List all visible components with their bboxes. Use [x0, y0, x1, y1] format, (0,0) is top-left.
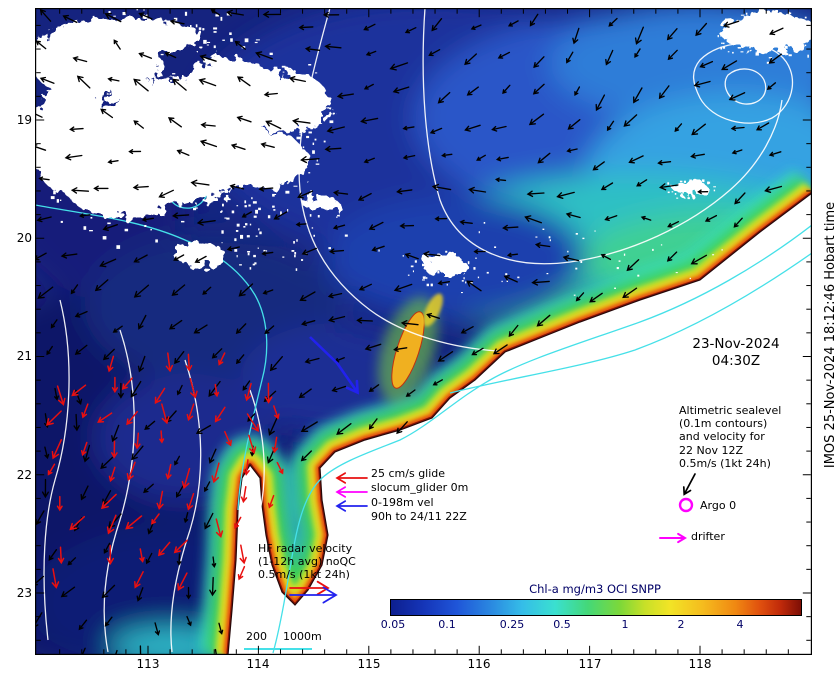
x-axis-label: 115 [357, 657, 381, 671]
glider-legend: 25 cm/s glide slocum_glider 0m 0-198m ve… [371, 467, 468, 524]
isobath-legend: 200 1000m [246, 630, 338, 643]
colorbar-gradient [390, 599, 802, 616]
imos-credit-vertical: IMOS 25-Nov-2024 18:12:46 Hobart time [823, 201, 838, 469]
glider-legend-line: 0-198m vel [371, 495, 434, 509]
x-axis-label: 113 [136, 657, 160, 671]
x-axis-label: 117 [578, 657, 602, 671]
altimetry-legend: Altimetric sealevel (0.1m contours) and … [679, 404, 781, 470]
map-canvas [35, 8, 812, 655]
isobath-contours [35, 159, 812, 654]
altimetry-legend-line: and velocity for [679, 430, 765, 444]
colorbar-tick: 4 [736, 618, 744, 631]
y-axis-label: 23 [16, 586, 32, 600]
timestamp-time: 04:30Z [711, 353, 761, 369]
altimetry-legend-line: 0.5m/s (1kt 24h) [679, 456, 771, 470]
isobath-1000-label: 1000m [283, 630, 322, 643]
altimetric-velocity-vectors [35, 8, 784, 655]
y-axis-label: 21 [16, 349, 32, 363]
y-axis-label: 20 [16, 231, 32, 245]
colorbar-tick: 1 [621, 618, 629, 631]
altimetry-legend-line: (0.1m contours) [679, 417, 768, 431]
hf-radar-legend-line: (1-12h avg) noQC [258, 555, 356, 569]
colorbar-tick: 0.05 [380, 618, 406, 631]
y-axis-label: 22 [16, 468, 32, 482]
altimetry-legend-line: 22 Nov 12Z [679, 443, 743, 457]
glider-legend-line: 25 cm/s glide [371, 467, 446, 480]
colorbar-tick: 2 [677, 618, 685, 631]
colorbar-tick: 0.25 [499, 618, 525, 631]
hf-radar-velocity-vectors [45, 352, 284, 591]
drifter-legend-label: drifter [691, 530, 725, 543]
glider-legend-line: slocum_glider 0m [371, 481, 469, 495]
sealevel-contours [43, 8, 794, 653]
hf-radar-legend: HF radar velocity (1-12h avg) noQC 0.5m/… [258, 542, 356, 582]
hf-radar-legend-line: 0.5m/s (1kt 24h) [258, 568, 350, 582]
observation-markers [244, 336, 696, 650]
altimetry-legend-line: Altimetric sealevel [679, 404, 782, 417]
y-axis-label: 19 [16, 113, 32, 127]
land-mask [227, 192, 812, 655]
x-axis-label: 116 [467, 657, 491, 671]
x-axis-label: 118 [688, 657, 712, 671]
hf-radar-legend-line: HF radar velocity [258, 542, 353, 555]
colorbar-tick: 0.1 [438, 618, 456, 631]
cloud-mask [35, 13, 812, 276]
map-frame [35, 8, 812, 655]
x-axis-label: 114 [246, 657, 270, 671]
argo-legend-label: Argo 0 [700, 499, 737, 512]
colorbar-tick: 0.5 [553, 618, 571, 631]
isobath-200-label: 200 [246, 630, 267, 643]
cloud-speckles [35, 8, 809, 296]
glider-legend-line: 90h to 24/11 22Z [371, 509, 467, 523]
timestamp-date: 23-Nov-2024 [692, 336, 780, 352]
timestamp-label: 23-Nov-2024 04:30Z [683, 336, 789, 370]
colorbar-title: Chl-a mg/m3 OCI SNPP [529, 582, 661, 596]
axis-tick-marks [36, 9, 811, 654]
